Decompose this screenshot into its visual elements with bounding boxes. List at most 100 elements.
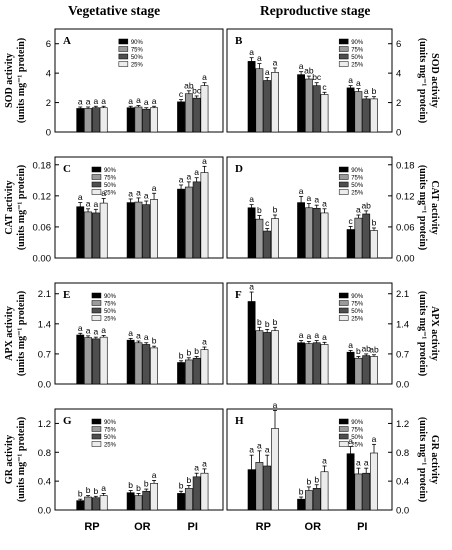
panel-F-ylabel-line-1: (units mg⁻¹ protein)	[417, 291, 428, 376]
panel-H-bar-PI-1	[354, 473, 363, 511]
panel-D-legend-swatch-3	[338, 189, 349, 195]
panel-G-ytick-label-3: 1.2	[38, 419, 51, 430]
panel-A-sig-OR-0: a	[128, 96, 133, 106]
panel-D-bar-RP-2	[263, 230, 272, 259]
panel-C-ytick-label-0: 0.00	[33, 254, 52, 265]
panel-A-bar-OR-3	[150, 107, 158, 133]
panel-D-legend-swatch-0	[338, 166, 349, 173]
panel-B-bar-RP-0	[247, 61, 256, 133]
panel-G-bar-RP-2	[91, 497, 100, 511]
panel-A-sig-OR-2: a	[144, 97, 149, 107]
panel-H-sig-OR-0: b	[299, 487, 304, 497]
panel-B-bar-OR-1	[304, 78, 313, 133]
panel-C-legend-label-2: 50%	[104, 183, 117, 189]
panel-E-legend-swatch-0	[91, 292, 102, 299]
panel-A-bar-RP-3	[99, 107, 108, 133]
panel-H-bar-OR-2	[312, 488, 321, 511]
panel-A-legend-swatch-3	[118, 61, 129, 67]
panel-A-bar-PI-2	[192, 97, 201, 133]
panel-H-ytick-label-0: 0.0	[396, 506, 409, 517]
panel-G-bar-OR-0	[126, 492, 135, 511]
panel-C-ytick-label-3: 0.18	[33, 160, 52, 171]
panel-H-legend-label-3: 25%	[351, 443, 364, 449]
panel-H-legend-swatch-2	[338, 433, 349, 440]
panel-B-legend-swatch-3	[338, 61, 349, 67]
panel-E-bar-RP-0	[76, 334, 85, 385]
panel-D-sig-RP-2: c	[265, 218, 270, 228]
panel-A-legend-swatch-1	[118, 46, 129, 52]
xlabel-OR-col1: OR	[305, 521, 322, 533]
panel-E-sig-RP-0: a	[78, 323, 83, 333]
panel-E-ylabel-line-1: (units mg⁻¹ protein)	[16, 291, 27, 376]
panel-A-ytick-label-1: 2	[46, 98, 51, 109]
panel-D-bar-PI-0	[346, 229, 355, 259]
panel-A-sig-PI-2: bc	[192, 85, 202, 95]
panel-G-bar-RP-3	[99, 495, 108, 511]
panel-F-ylabel: APX activity(units mg⁻¹ protein)	[417, 291, 440, 376]
panel-F-sig-PI-1: b	[356, 346, 361, 356]
panel-E-sig-OR-0: a	[128, 328, 133, 338]
panel-B-bar-PI-2	[362, 98, 371, 133]
panel-G-bar-OR-1	[134, 495, 143, 511]
panel-B-sig-OR-2: bc	[312, 72, 322, 82]
panel-E-sig-RP-3: a	[101, 325, 106, 335]
panel-B-sig-PI-1: a	[356, 78, 361, 88]
panel-F-sig-PI-3: ab	[369, 344, 379, 354]
panel-G-sig-RP-1: b	[86, 485, 91, 495]
panel-E-sig-RP-2: a	[93, 327, 98, 337]
panel-C-ylabel-line-0: CAT activity	[4, 180, 15, 234]
panel-E-legend-label-2: 50%	[104, 309, 117, 315]
panel-A-sig-OR-3: a	[152, 96, 157, 106]
panel-H-legend-swatch-1	[338, 426, 349, 432]
panel-G-sig-RP-2: b	[93, 486, 98, 496]
panel-H-bar-RP-0	[247, 469, 256, 511]
panel-E-sig-RP-1: a	[86, 325, 91, 335]
panel-B-sig-RP-0: a	[249, 47, 254, 57]
panel-A-letter: A	[63, 35, 71, 47]
panel-G-sig-PI-1: b	[186, 475, 191, 485]
panel-F-sig-PI-0: a	[348, 340, 353, 350]
panel-B-bar-RP-3	[271, 72, 279, 133]
panel-D-ytick-label-1: 0.06	[396, 222, 415, 233]
panel-F-ylabel-line-0: APX activity	[429, 306, 440, 361]
panel-C-legend-swatch-1	[91, 174, 102, 180]
panel-G-bar-OR-3	[150, 483, 158, 511]
panel-B-bar-OR-0	[297, 74, 305, 133]
panel-H-bar-RP-1	[255, 462, 264, 511]
panel-D-bar-OR-0	[297, 202, 305, 259]
panel-D-letter: D	[235, 163, 243, 175]
panel-C-sig-PI-3: a	[202, 156, 207, 166]
panel-B-ylabel-line-1: (units mg⁻¹ protein)	[417, 38, 428, 123]
panel-C-ytick-label-1: 0.06	[33, 222, 52, 233]
panel-B-ytick-label-0: 0	[396, 128, 401, 139]
panel-E-sig-PI-3: a	[202, 337, 207, 347]
panel-B-bar-RP-1	[255, 68, 264, 133]
panel-C-ylabel: CAT activity(units mg⁻¹ protein)	[4, 165, 27, 250]
panel-H-legend-swatch-0	[338, 418, 349, 425]
panel-G-ylabel-line-0: GR activity	[4, 435, 15, 484]
panel-H-bar-OR-1	[304, 490, 313, 511]
panel-G-sig-OR-2: b	[144, 479, 149, 489]
panel-B-ytick-label-2: 4	[396, 69, 401, 80]
panel-B-ytick-label-3: 6	[396, 39, 401, 50]
panel-C-sig-PI-2: a	[194, 167, 199, 177]
panel-H-bar-RP-2	[263, 465, 272, 511]
panel-E-sig-PI-0: b	[179, 350, 184, 360]
panel-E-ytick-label-1: 0.7	[38, 349, 51, 360]
panel-C-letter: C	[63, 163, 71, 175]
panel-D-ytick-label-2: 0.12	[396, 191, 415, 202]
panel-G-ytick-label-0: 0.0	[38, 506, 51, 517]
panel-C-sig-OR-3: a	[152, 183, 157, 193]
panel-D-sig-OR-2: a	[314, 195, 319, 205]
panel-D-sig-OR-3: a	[322, 198, 327, 208]
panel-C-bar-PI-3	[200, 172, 209, 259]
panel-H-legend-label-1: 75%	[351, 428, 364, 434]
panel-D-ylabel: CAT activity(units mg⁻¹ protein)	[417, 165, 440, 250]
panel-E-bar-PI-0	[177, 362, 185, 385]
panel-G-sig-RP-3: a	[101, 483, 106, 493]
panel-G-legend-label-2: 50%	[104, 435, 117, 441]
panel-E-bar-OR-3	[150, 347, 158, 385]
panel-A-bar-OR-0	[126, 107, 135, 133]
panel-E-ytick-label-3: 2.1	[38, 289, 51, 300]
panel-H-ytick-label-3: 1.2	[396, 419, 409, 430]
